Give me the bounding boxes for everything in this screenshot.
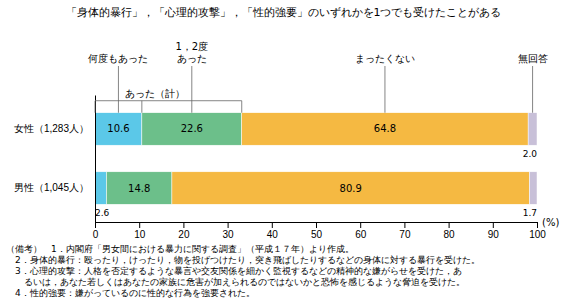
- x-tick-mark: [183, 222, 184, 228]
- x-tick-label: 80: [444, 229, 456, 240]
- data-label: 2.6: [95, 208, 110, 218]
- x-tick-label: 30: [223, 229, 235, 240]
- x-axis: 0 10 20 30 40 50 60 70 80 90 100: [93, 222, 547, 240]
- x-tick-mark: [493, 222, 494, 228]
- series-label: まったくない: [355, 53, 415, 64]
- title: 「身体的暴行」，「心理的攻撃」，「性的強要」のいずれかを1つでも受けたことがある: [66, 6, 502, 19]
- series-label: 何度もあった: [88, 53, 148, 64]
- data-label: 1.7: [523, 208, 537, 218]
- bar: [529, 172, 537, 204]
- notes: （備考） 1．内閣府「男女間における暴力に関する調査」（平成１７年）より作成。 …: [6, 244, 480, 298]
- x-tick-label: 20: [178, 229, 190, 240]
- y-axis: 女性（1,283人） 男性（1,045人）: [14, 96, 96, 223]
- bar: [528, 113, 537, 145]
- x-tick: 80: [444, 222, 456, 240]
- x-tick-label: 50: [311, 229, 323, 240]
- data-label: 80.9: [340, 183, 362, 194]
- bar: [106, 172, 171, 204]
- y-tick: 女性（1,283人）: [14, 123, 95, 134]
- series-label: 無回答: [518, 53, 548, 64]
- x-tick-label: 10: [134, 229, 146, 240]
- bar: [242, 113, 528, 145]
- brace-line: [241, 101, 242, 113]
- x-tick: 50: [311, 222, 323, 240]
- y-axis-line: [95, 96, 96, 223]
- x-tick: 10: [134, 222, 146, 240]
- x-tick-label: 60: [355, 229, 367, 240]
- x-tick-mark: [139, 222, 140, 228]
- y-tick: 男性（1,045人）: [14, 182, 95, 193]
- brace-line: [141, 101, 142, 113]
- x-tick-mark: [449, 222, 450, 228]
- data-label: 64.8: [374, 123, 396, 134]
- x-tick-mark: [272, 222, 273, 228]
- x-tick: 90: [488, 222, 500, 240]
- note: 3．心理的攻撃：人格を否定するような暴言や交友関係を細かく監視するなどの精神的な…: [6, 266, 462, 276]
- brace: [95, 101, 242, 113]
- leader-line: [191, 66, 192, 113]
- x-tick-label: 0: [93, 229, 99, 240]
- leader-line: [118, 66, 119, 113]
- bar: [142, 113, 242, 145]
- note: 4．性的強要：嫌がっているのに性的な行為を強要された。: [6, 288, 255, 298]
- bar: [95, 113, 142, 145]
- x-tick: 0: [93, 222, 99, 240]
- y-tick-label: 女性（1,283人）: [14, 123, 89, 134]
- leader-line: [384, 66, 385, 113]
- data-label: 14.8: [128, 183, 150, 194]
- x-tick-mark: [404, 222, 405, 228]
- series-labels: 何度もあった 1，2度あったまったくない 無回答: [88, 41, 547, 113]
- x-tick: 20: [178, 222, 190, 240]
- x-tick-mark: [360, 222, 361, 228]
- x-tick-mark: [95, 222, 96, 228]
- chart: 「身体的暴行」，「心理的攻撃」，「性的強要」のいずれかを1つでも受けたことがある…: [0, 0, 567, 306]
- note: るいは，あなた若しくはあなたの家族に危害が加えられるのではないかと恐怖を感じるよ…: [6, 277, 465, 287]
- x-tick-label: 70: [399, 229, 411, 240]
- annotation: あった（計）: [125, 88, 185, 99]
- data-label: 10.6: [107, 123, 129, 134]
- x-tick-label: 90: [488, 229, 500, 240]
- x-tick-label: 40: [267, 229, 279, 240]
- bars: [95, 113, 537, 205]
- bar: [95, 172, 106, 204]
- x-tick: 60: [355, 222, 367, 240]
- x-axis-label: (%): [542, 217, 559, 228]
- brace-line: [95, 101, 96, 113]
- x-tick: 30: [223, 222, 235, 240]
- y-tick-label: 男性（1,045人）: [14, 182, 89, 193]
- series-label: 1，2度あった: [175, 41, 208, 64]
- x-tick: 70: [399, 222, 411, 240]
- note: （備考） 1．内閣府「男女間における暴力に関する調査」（平成１７年）より作成。: [6, 244, 354, 254]
- x-tick-mark: [537, 222, 538, 228]
- data-labels: 10.6 2.6 22.6 14.8 64.8 80.9 2.0 1.7: [95, 123, 537, 218]
- note: 2．身体的暴行：殴ったり，けったり，物を投げつけたり，突き飛ばしたりするなどの身…: [6, 255, 480, 265]
- leader-line: [532, 66, 533, 113]
- brace-line: [95, 100, 242, 101]
- x-tick-mark: [316, 222, 317, 228]
- data-label: 2.0: [523, 149, 538, 159]
- bar: [172, 172, 530, 204]
- x-axis-line: [96, 223, 538, 229]
- x-tick: 40: [267, 222, 279, 240]
- data-label: 22.6: [181, 123, 203, 134]
- x-tick-mark: [228, 222, 229, 228]
- x-tick-label: 100: [529, 229, 546, 240]
